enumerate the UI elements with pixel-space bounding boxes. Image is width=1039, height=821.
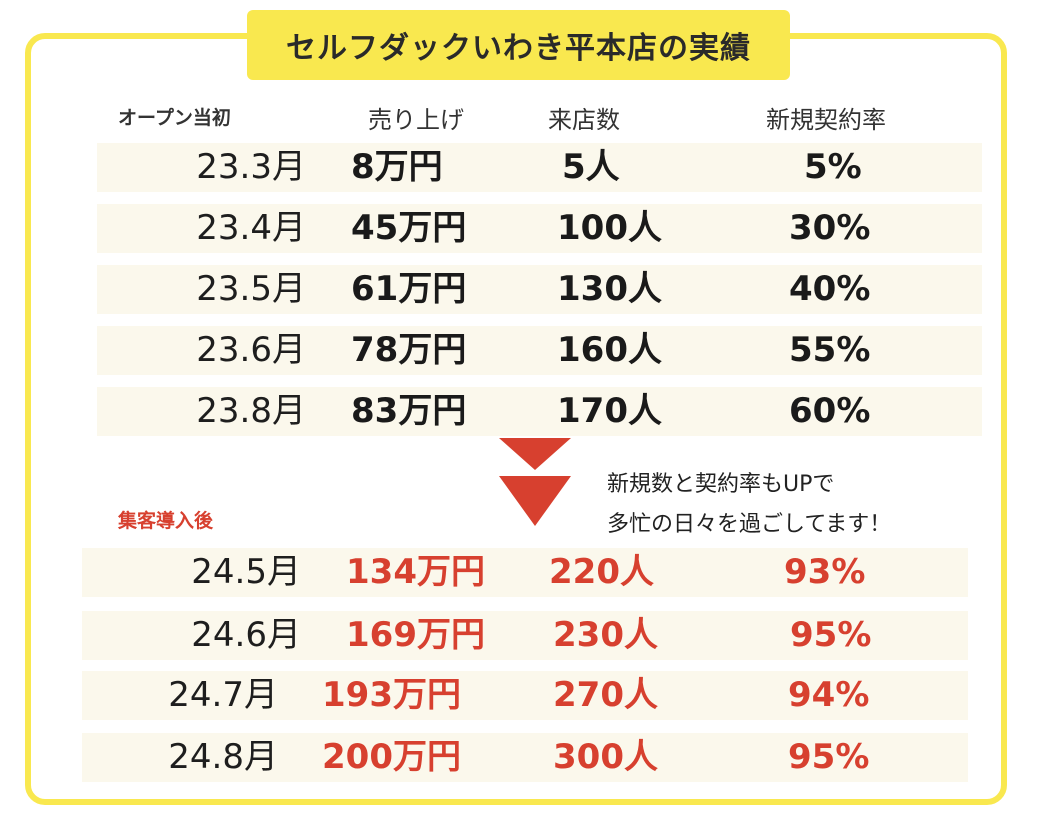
month-cell: 23.3月 [196, 147, 306, 187]
visitors-cell: 220人 [549, 552, 654, 592]
month-cell: 24.5月 [191, 552, 301, 592]
after-section-label: 集客導入後 [118, 510, 214, 532]
rate-cell: 30% [789, 208, 871, 248]
visitors-cell: 130人 [557, 269, 662, 309]
table-row: 23.4月 45万円 100人 30% [97, 204, 982, 253]
visitors-cell: 270人 [553, 675, 658, 715]
rate-cell: 40% [789, 269, 871, 309]
month-cell: 24.7月 [168, 675, 278, 715]
sales-cell: 169万円 [346, 615, 485, 655]
table-row: 23.5月 61万円 130人 40% [97, 265, 982, 314]
table-row: 24.7月 193万円 270人 94% [82, 671, 968, 720]
header-sales: 売り上げ [368, 106, 464, 134]
table-row: 24.5月 134万円 220人 93% [82, 548, 968, 597]
rate-cell: 60% [789, 391, 871, 431]
visitors-cell: 300人 [553, 737, 658, 777]
sales-cell: 78万円 [351, 330, 467, 370]
rate-cell: 95% [788, 737, 870, 777]
table-row: 23.8月 83万円 170人 60% [97, 387, 982, 436]
table-row: 24.6月 169万円 230人 95% [82, 611, 968, 660]
table-row: 23.3月 8万円 5人 5% [97, 143, 982, 192]
header-visitors: 来店数 [548, 106, 620, 134]
down-arrow-icon [499, 438, 571, 470]
note-line-2: 多忙の日々を過ごしてます！ [607, 512, 892, 537]
sales-cell: 61万円 [351, 269, 467, 309]
visitors-cell: 160人 [557, 330, 662, 370]
month-cell: 24.6月 [191, 615, 301, 655]
header-contract-rate: 新規契約率 [766, 106, 886, 134]
rate-cell: 5% [804, 147, 862, 187]
month-cell: 23.8月 [196, 391, 306, 431]
rate-cell: 94% [788, 675, 870, 715]
header-opening: オープン当初 [118, 107, 231, 129]
sales-cell: 134万円 [346, 552, 485, 592]
month-cell: 24.8月 [168, 737, 278, 777]
rate-cell: 55% [789, 330, 871, 370]
table-row: 24.8月 200万円 300人 95% [82, 733, 968, 782]
sales-cell: 193万円 [322, 675, 461, 715]
note-line-1: 新規数と契約率もUPで [607, 472, 835, 497]
rate-cell: 95% [790, 615, 872, 655]
down-arrow-icon [499, 476, 571, 526]
sales-cell: 8万円 [351, 147, 443, 187]
month-cell: 23.5月 [196, 269, 306, 309]
table-row: 23.6月 78万円 160人 55% [97, 326, 982, 375]
rate-cell: 93% [784, 552, 866, 592]
month-cell: 23.6月 [196, 330, 306, 370]
sales-cell: 200万円 [322, 737, 461, 777]
page-title: セルフダックいわき平本店の実績 [247, 10, 790, 80]
visitors-cell: 5人 [562, 147, 620, 187]
month-cell: 23.4月 [196, 208, 306, 248]
sales-cell: 45万円 [351, 208, 467, 248]
visitors-cell: 170人 [557, 391, 662, 431]
sales-cell: 83万円 [351, 391, 467, 431]
visitors-cell: 230人 [553, 615, 658, 655]
visitors-cell: 100人 [557, 208, 662, 248]
